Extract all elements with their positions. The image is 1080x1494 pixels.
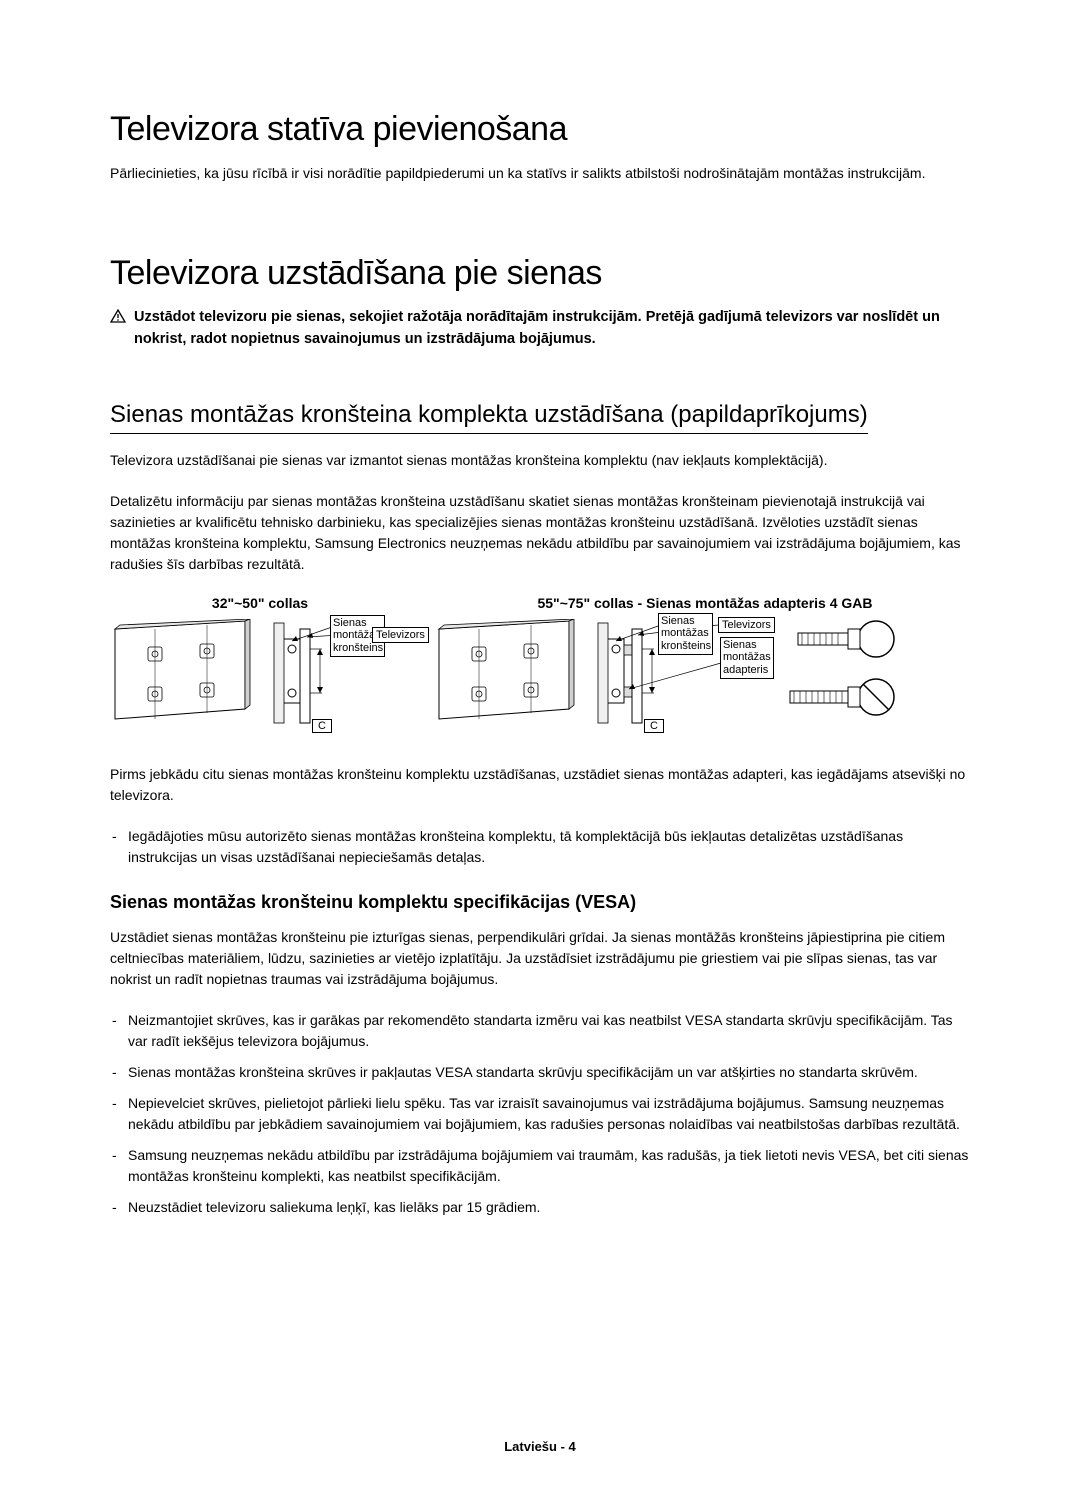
section1-title: Televizora statīva pievienošana	[110, 110, 970, 149]
subsection2-bullets: Neizmantojiet skrūves, kas ir garākas pa…	[110, 1010, 970, 1218]
vesa-bullet: Samsung neuzņemas nekādu atbildību par i…	[128, 1145, 970, 1187]
subsection1-p1: Televizora uzstādīšanai pie sienas var i…	[110, 450, 970, 471]
diagram-side-2: Sienas montāžas kronšteins Televizors Si…	[596, 619, 776, 744]
post-diagram-bullet: Iegādājoties mūsu autorizēto sienas mont…	[128, 826, 970, 868]
diagram-tv-front-2	[434, 619, 584, 734]
diagram-tv-front-1	[110, 619, 260, 734]
subsection2-p1: Uzstādiet sienas montāžas kronšteinu pie…	[110, 927, 970, 990]
diagram-side-1: Sienas montāžas kronšteins Televizors C	[272, 619, 422, 744]
diagram-row: Sienas montāžas kronšteins Televizors C	[110, 619, 970, 744]
vesa-bullet: Sienas montāžas kronšteina skrūves ir pa…	[128, 1062, 970, 1083]
diagram-heading-left: 32"~50" collas	[110, 595, 410, 611]
page-footer: Latviešu - 4	[0, 1439, 1080, 1454]
subsection1-title: Sienas montāžas kronšteina komplekta uzs…	[110, 399, 868, 434]
subsection2-title: Sienas montāžas kronšteinu komplektu spe…	[110, 892, 970, 913]
label-bracket-2: Sienas montāžas kronšteins	[658, 613, 713, 655]
vesa-bullet: Neizmantojiet skrūves, kas ir garākas pa…	[128, 1010, 970, 1052]
label-tv-2: Televizors	[718, 617, 775, 634]
diagram-screws	[788, 619, 898, 734]
post-diagram-p1: Pirms jebkādu citu sienas montāžas kronš…	[110, 764, 970, 806]
diagram-heading-right: 55"~75" collas - Sienas montāžas adapter…	[410, 595, 970, 611]
warning-row: Uzstādot televizoru pie sienas, sekojiet…	[110, 307, 970, 351]
vesa-bullet: Nepievelciet skrūves, pielietojot pārlie…	[128, 1093, 970, 1135]
diagram-headings: 32"~50" collas 55"~75" collas - Sienas m…	[110, 595, 970, 611]
label-c-1: C	[312, 719, 332, 734]
warning-icon	[110, 309, 126, 328]
section1-body: Pārliecinieties, ka jūsu rīcībā ir visi …	[110, 163, 970, 184]
spacer	[110, 204, 970, 254]
label-adapter: Sienas montāžas adapteris	[720, 637, 774, 679]
warning-text: Uzstādot televizoru pie sienas, sekojiet…	[134, 307, 970, 351]
label-c-2: C	[644, 719, 664, 734]
label-tv-1: Televizors	[372, 627, 429, 644]
vesa-bullet: Neuzstādiet televizoru saliekuma leņķī, …	[128, 1197, 970, 1218]
post-diagram-bullets: Iegādājoties mūsu autorizēto sienas mont…	[110, 826, 970, 868]
section2-title: Televizora uzstādīšana pie sienas	[110, 254, 970, 293]
subsection1-p2: Detalizētu informāciju par sienas montāž…	[110, 491, 970, 575]
